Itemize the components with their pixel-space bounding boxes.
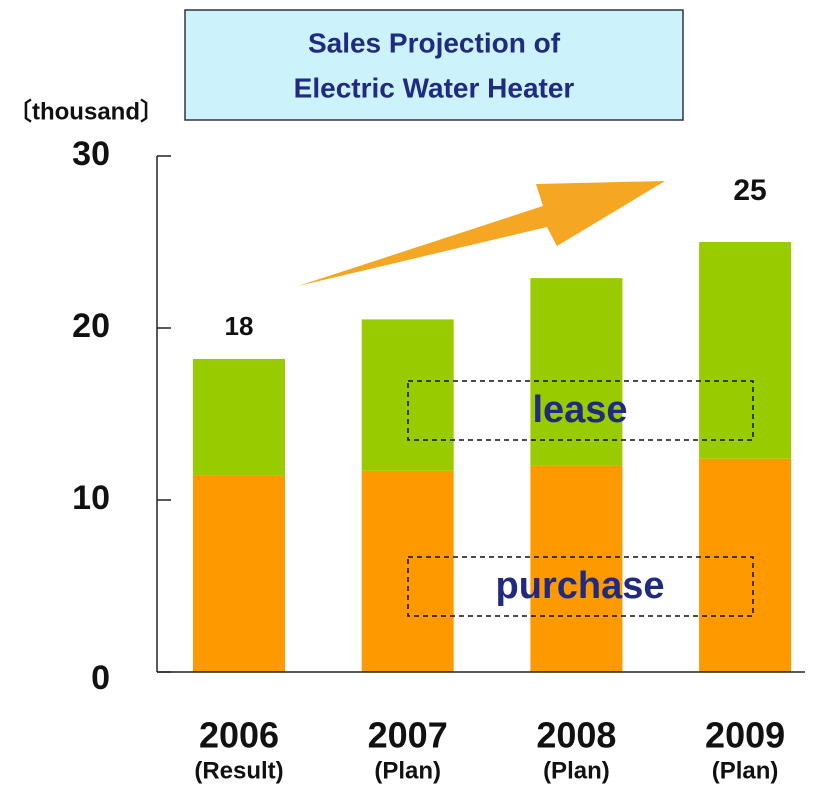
- y-tick-label: 20: [72, 307, 110, 345]
- total-label: 25: [733, 174, 766, 207]
- legend-box: [407, 556, 754, 617]
- legend-label: lease: [532, 389, 627, 431]
- chart-title: Sales Projection of: [308, 27, 561, 58]
- x-tick-label: 2007: [368, 715, 448, 756]
- y-tick-label: 30: [72, 135, 110, 173]
- x-tick-note: (Plan): [543, 757, 610, 784]
- bar-segment: [530, 278, 623, 466]
- x-tick-note: (Plan): [374, 757, 441, 784]
- trend-arrow: [298, 181, 665, 286]
- y-tick-label: 0: [91, 659, 110, 697]
- y-tick-label: 10: [72, 479, 110, 517]
- bar-segment: [193, 358, 285, 476]
- x-tick-label: 2008: [536, 715, 616, 756]
- x-tick-note: (Result): [194, 757, 283, 784]
- y-axis-label: 〔thousand〕: [8, 98, 164, 125]
- total-label: 18: [225, 311, 254, 341]
- bar-segment: [530, 465, 623, 672]
- x-tick-label: 2006: [199, 715, 279, 756]
- x-tick-note: (Plan): [712, 757, 779, 784]
- legend-box: [407, 380, 754, 441]
- legend-label: purchase: [496, 565, 665, 607]
- bar-segment: [699, 458, 792, 672]
- chart-title: Electric Water Heater: [294, 72, 575, 103]
- bar-segment: [193, 475, 285, 672]
- x-tick-label: 2009: [705, 715, 785, 756]
- bar-segment: [699, 242, 792, 459]
- title-box: [184, 9, 684, 121]
